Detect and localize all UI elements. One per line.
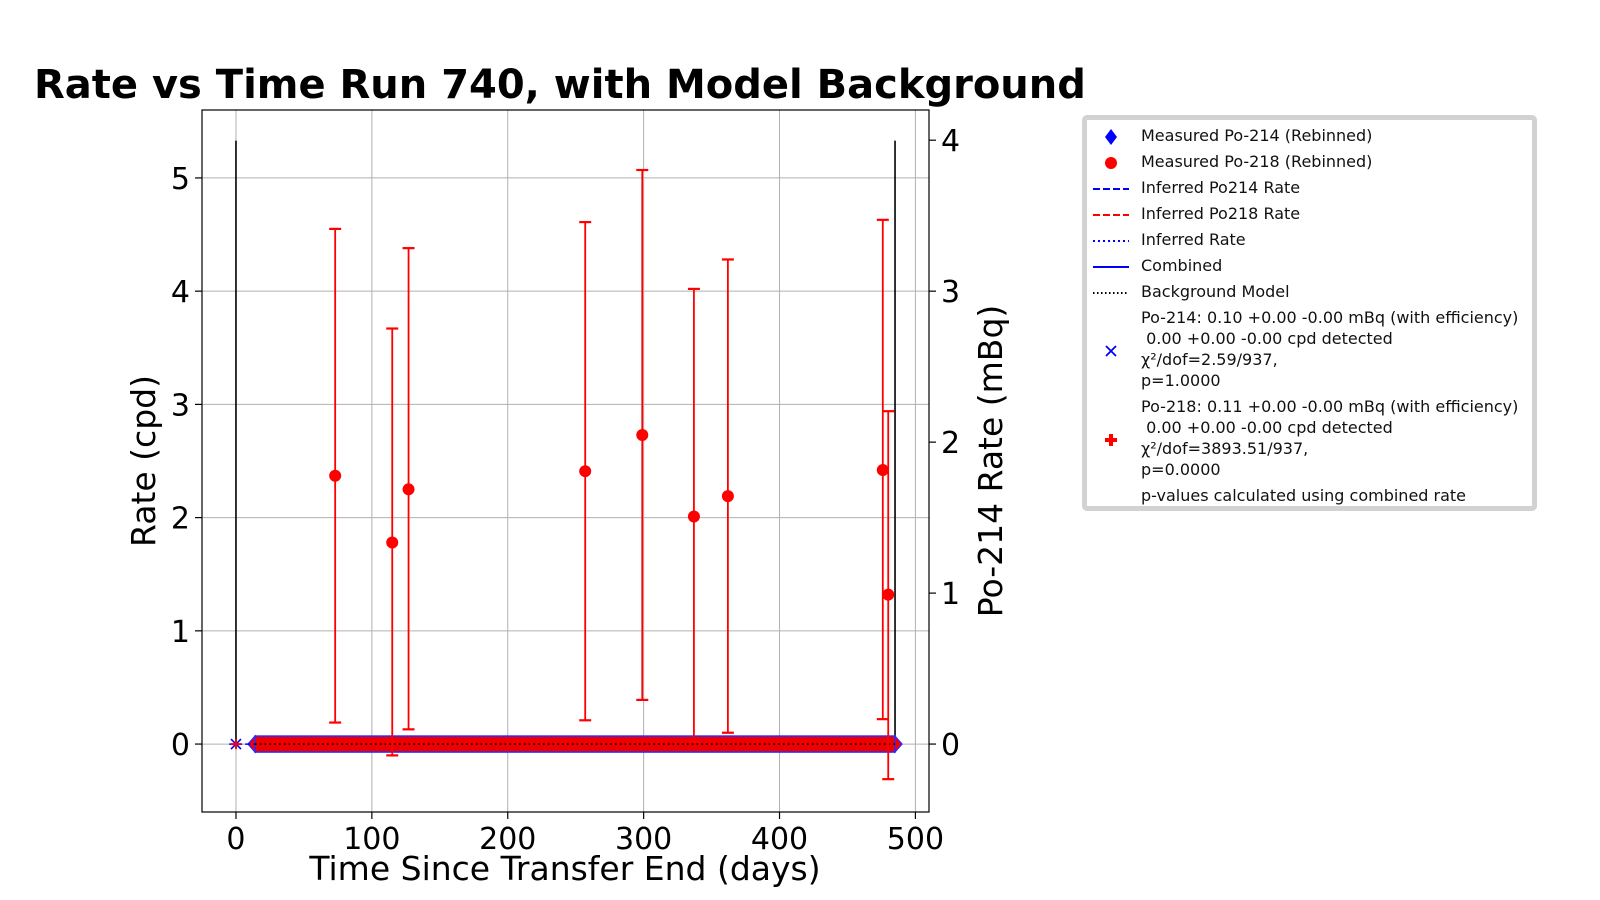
po218-data-point — [402, 483, 415, 496]
legend-circle-icon — [1105, 157, 1117, 169]
x-axis-label: Time Since Transfer End (days) — [308, 849, 820, 888]
legend: Measured Po-214 (Rebinned) Measured Po-21… — [1082, 115, 1537, 511]
y2-tick-label: 0 — [941, 728, 960, 763]
po218-data-point — [687, 510, 700, 523]
y-tick-label: 5 — [171, 162, 190, 197]
legend-label: Po-214: 0.10 +0.00 -0.00 mBq (with effic… — [1141, 308, 1519, 390]
legend-none-icon — [1091, 487, 1141, 507]
data-points — [329, 428, 895, 601]
error-bars — [329, 168, 895, 781]
legend-entry: Inferred Po214 Rate — [1087, 176, 1532, 202]
legend-label: Background Model — [1141, 282, 1290, 301]
po218-data-point — [386, 536, 399, 549]
grid — [202, 110, 929, 812]
x-ticks: 0 100 200 300 400 500 — [226, 812, 944, 857]
legend-entry: Measured Po-218 (Rebinned) — [1087, 150, 1532, 176]
legend-entry: Inferred Rate — [1087, 228, 1532, 254]
legend-dotted-icon — [1093, 292, 1129, 294]
y2-tick-label: 1 — [941, 577, 960, 612]
x-tick-label: 400 — [751, 822, 808, 857]
chart-title: Rate vs Time Run 740, with Model Backgro… — [34, 62, 1086, 108]
legend-solid-icon — [1093, 266, 1129, 268]
legend-entry: Measured Po-214 (Rebinned) — [1087, 124, 1532, 150]
legend-entry: Inferred Po218 Rate — [1087, 202, 1532, 228]
plot-frame — [201, 109, 930, 813]
legend-label: Inferred Po218 Rate — [1141, 204, 1301, 223]
legend-entry: p-values calculated using combined rate — [1087, 484, 1532, 510]
legend-diamond-icon — [1105, 129, 1117, 145]
po218-data-point — [636, 428, 649, 441]
y-ticks: 0 1 2 3 4 5 — [171, 162, 202, 763]
po218-start-marker — [230, 739, 241, 750]
legend-entry: Po-218: 0.11 +0.00 -0.00 mBq (with effic… — [1087, 395, 1532, 484]
y-tick-label: 0 — [171, 728, 190, 763]
legend-label: Inferred Po214 Rate — [1141, 178, 1301, 197]
y-tick-label: 2 — [171, 502, 190, 537]
y2-tick-label: 2 — [941, 426, 960, 461]
y2-tick-label: 4 — [941, 124, 960, 159]
legend-dashed-icon — [1093, 214, 1129, 216]
band-right-end — [894, 734, 903, 754]
po218-data-point — [721, 490, 734, 503]
legend-label: Inferred Rate — [1141, 230, 1246, 249]
x-tick-label: 300 — [615, 822, 672, 857]
y-tick-label: 4 — [171, 275, 190, 310]
fit-band — [229, 734, 903, 754]
legend-label: p-values calculated using combined rate — [1141, 486, 1467, 505]
x-tick-label: 500 — [887, 822, 944, 857]
y2-tick-label: 3 — [941, 275, 960, 310]
legend-entry: Background Model — [1087, 280, 1532, 306]
legend-x-icon — [1105, 344, 1117, 357]
x-tick-label: 0 — [226, 822, 245, 857]
y-axis-label: Rate (cpd) — [124, 375, 163, 547]
legend-label: Measured Po-218 (Rebinned) — [1141, 152, 1373, 171]
legend-plus-icon — [1105, 433, 1117, 446]
po218-data-point — [876, 464, 889, 477]
legend-label: Measured Po-214 (Rebinned) — [1141, 126, 1373, 145]
x-tick-label: 200 — [479, 822, 536, 857]
po218-data-point — [882, 588, 895, 601]
legend-dotted-icon — [1093, 240, 1129, 242]
legend-entry: Po-214: 0.10 +0.00 -0.00 mBq (with effic… — [1087, 306, 1532, 395]
vertical-lines — [235, 140, 896, 745]
y-tick-label: 1 — [171, 615, 190, 650]
legend-dashed-icon — [1093, 188, 1129, 190]
po218-data-point — [579, 465, 592, 478]
y2-axis-label: Po-214 Rate (mBq) — [971, 305, 1010, 618]
y2-ticks: 0 1 2 3 4 — [929, 124, 960, 763]
x-tick-label: 100 — [343, 822, 400, 857]
y-tick-label: 3 — [171, 388, 190, 423]
legend-label: Po-218: 0.11 +0.00 -0.00 mBq (with effic… — [1141, 397, 1519, 479]
po218-data-point — [329, 469, 342, 482]
legend-label: Combined — [1141, 256, 1223, 275]
legend-entry: Combined — [1087, 254, 1532, 280]
